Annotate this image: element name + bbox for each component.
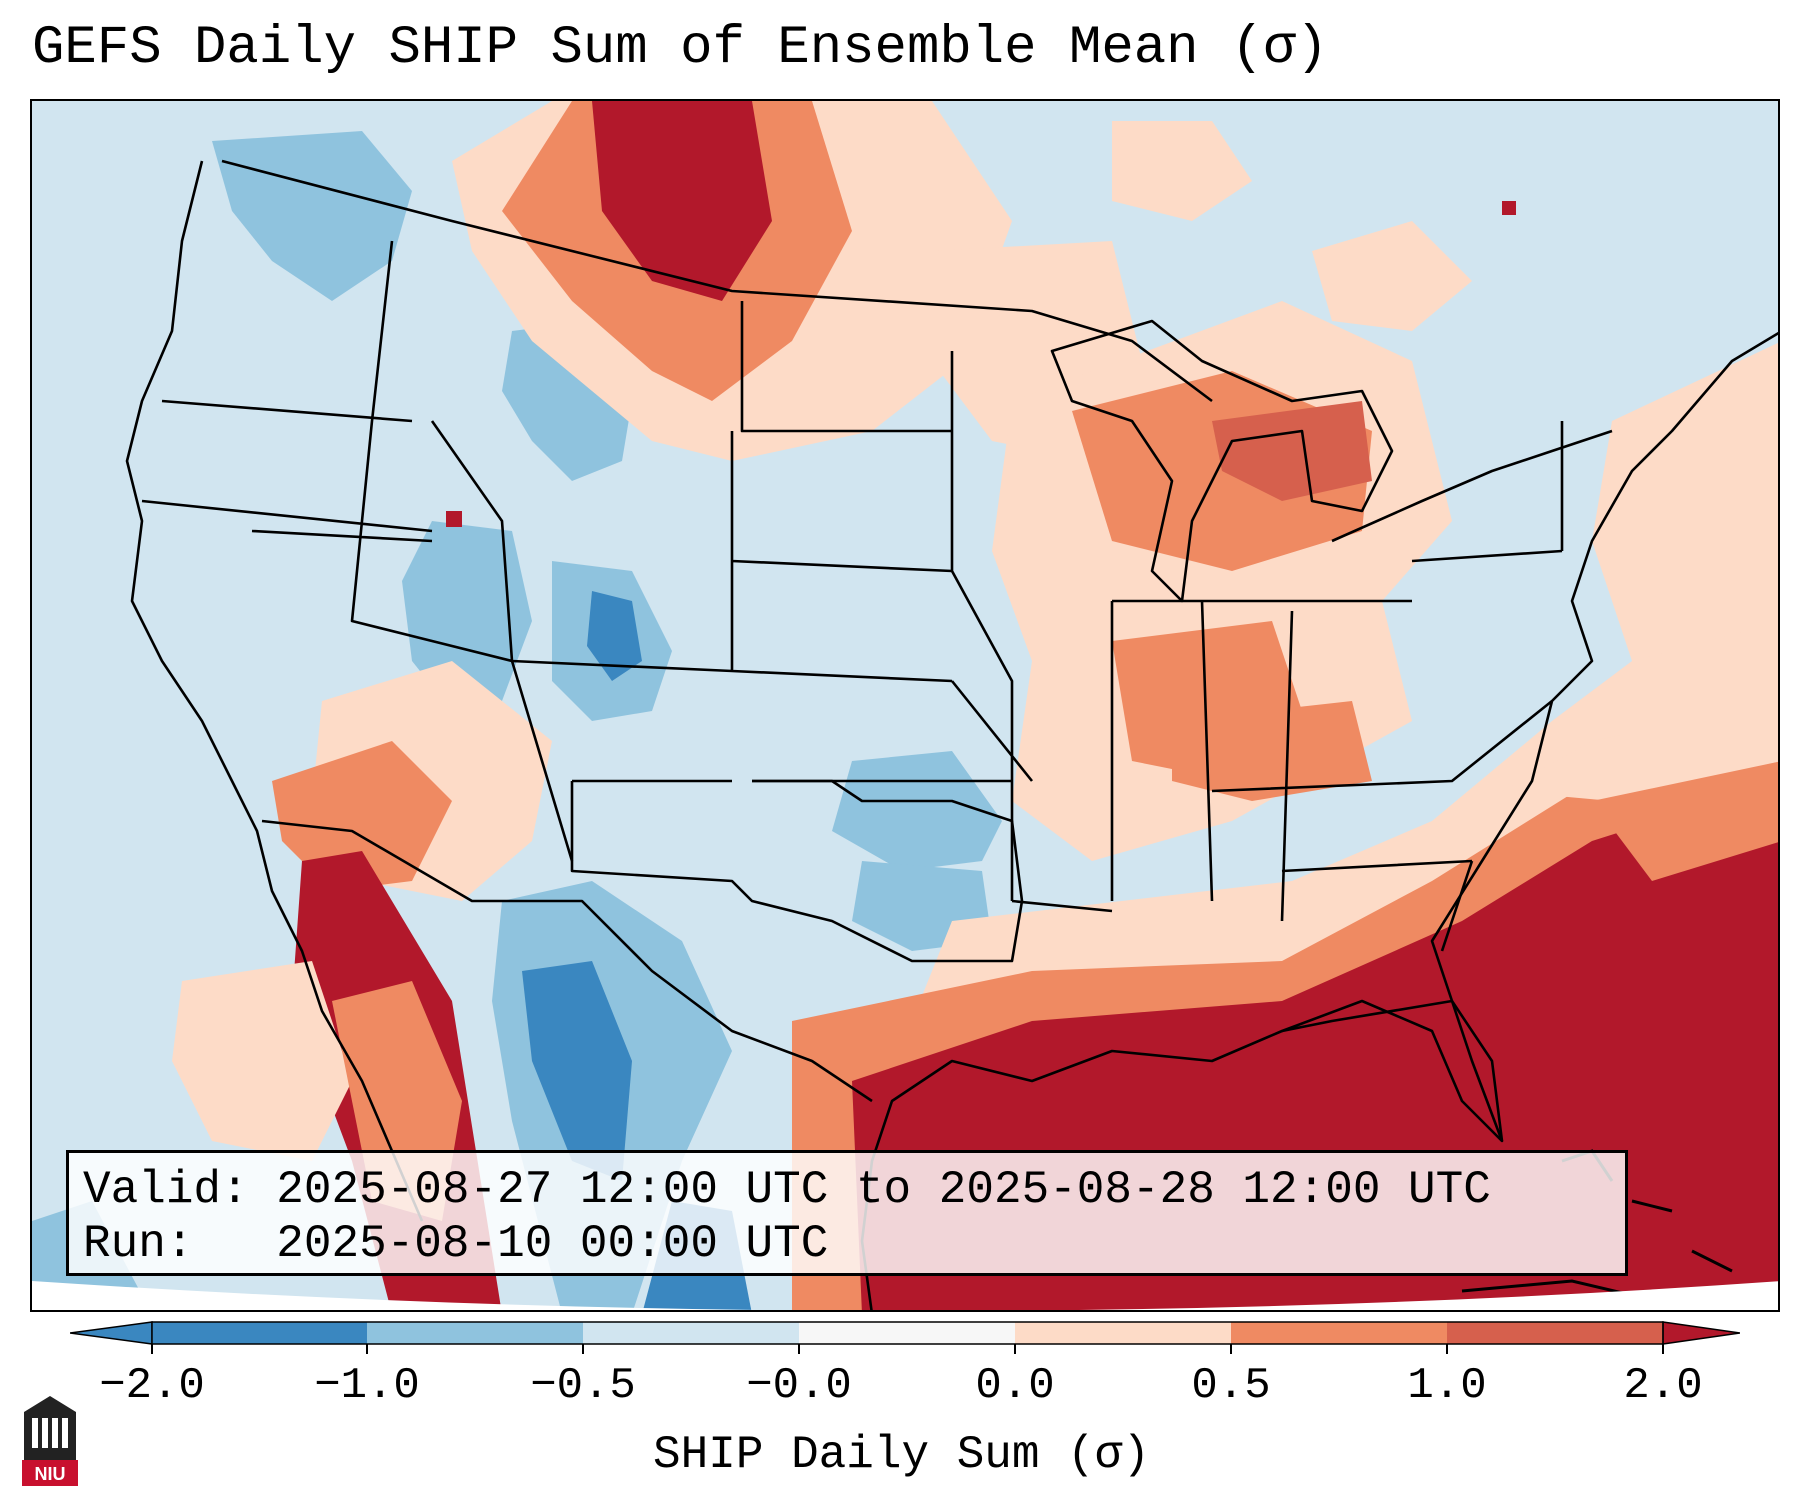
colorbar-tick-label: 0.0 [975,1361,1055,1411]
colorbar-tick-label: 1.0 [1407,1361,1487,1411]
colorbar-outline [151,1321,1664,1345]
utah-blue-area [402,521,532,711]
texas-outline [570,779,1024,963]
southeast-light-area [912,622,1778,1061]
projection-edge [32,1281,1778,1310]
colorbar-bin-neg05 [583,1322,799,1344]
colorbar-bin-zero [799,1322,1015,1344]
colorbar-bin-pos1 [1447,1322,1663,1344]
colorbar-tick-label: −0.5 [530,1361,636,1411]
montana-red-core [592,101,772,301]
northeast-light-area [1592,342,1778,661]
map-title: GEFS Daily SHIP Sum of Ensemble Mean (σ) [32,18,1329,79]
canada-light-patches [1112,121,1472,331]
canada-us-border [221,159,1213,403]
colorbar-tick-marks [151,1344,1664,1354]
colorbar-label: SHIP Daily Sum (σ) [653,1429,1150,1481]
run-value: 2025-08-10 00:00 UTC [276,1218,829,1270]
colorbar-tick-label: −0.0 [746,1361,852,1411]
west-coastline [125,160,424,1222]
logo-building-icon [32,1418,68,1448]
logo-text: NIU [35,1464,66,1484]
niu-logo: NIU [22,1396,78,1486]
utah-red-cell [446,511,462,527]
valid-value: 2025-08-27 12:00 UTC to 2025-08-28 12:00… [276,1164,1491,1216]
colorbar-tick-label: −2.0 [99,1361,205,1411]
lake-erie-ontario [1331,429,1613,543]
valid-label: Valid: [83,1164,249,1216]
tennessee-orange [1172,701,1372,801]
valid-line: Valid: 2025-08-27 12:00 UTC to 2025-08-2… [83,1167,1491,1213]
colorbar-tick-label: −1.0 [314,1361,420,1411]
northwest-blue-area [212,131,412,301]
run-label: Run: [83,1218,194,1270]
ontario-red-cell [1502,201,1516,215]
colorbar-tick-label: 2.0 [1623,1361,1703,1411]
colorbar-high-extension [1662,1321,1740,1345]
boundaries [125,159,1778,1310]
map-panel [30,99,1780,1312]
colorado-core [587,591,642,681]
texas-core [522,961,632,1181]
colorbar-low-extension [70,1321,153,1345]
state-lines-west [141,240,1012,862]
colorbar-tick-label: 0.5 [1191,1361,1271,1411]
anomaly-map [32,101,1778,1310]
colorbar-bin-neg1 [367,1322,583,1344]
great-lakes-outline [1050,319,1394,603]
run-line: Run: 2025-08-10 00:00 UTC [83,1221,828,1267]
michigan-red-core [1212,401,1372,501]
colorbar-bin-pos05 [1231,1322,1447,1344]
atlantic-light-band [1502,701,1778,801]
colorbar [70,1321,1740,1354]
colorbar-bin-neg2 [152,1322,367,1344]
east-coastline [860,331,1778,1310]
mexico-light-area [172,961,352,1161]
valid-time-box: Valid: 2025-08-27 12:00 UTC to 2025-08-2… [66,1150,1628,1276]
mexico-border [261,819,873,1103]
colorbar-bin-pos0 [1015,1322,1231,1344]
state-lines-central [740,301,1564,952]
southwest-orange-area [272,741,452,891]
florida-outline [1281,999,1504,1142]
atlantic-orange-band [1592,761,1778,881]
